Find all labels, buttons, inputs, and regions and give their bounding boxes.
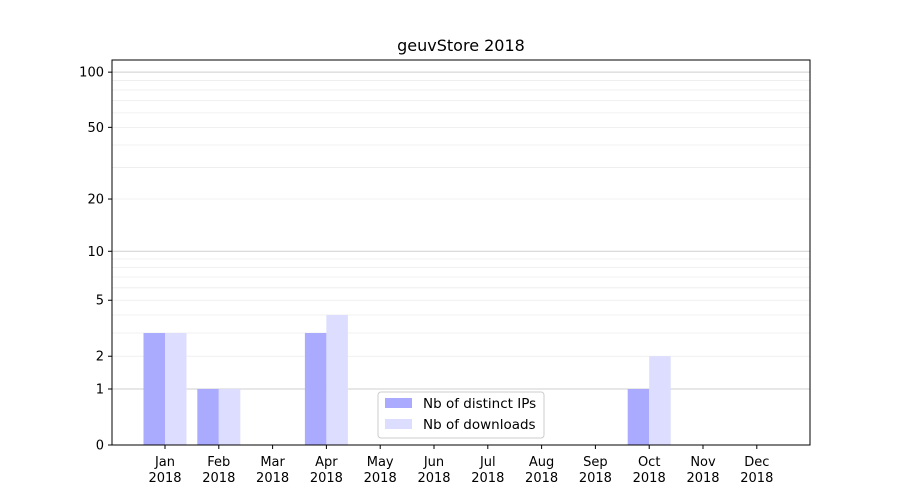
legend-box xyxy=(377,391,545,439)
x-tick-label-month: Oct xyxy=(638,455,660,470)
x-tick-label-month: Dec xyxy=(744,455,769,470)
legend-swatch xyxy=(385,419,412,429)
legend-swatch xyxy=(385,398,412,408)
x-tick-label-year: 2018 xyxy=(256,471,289,486)
x-tick-label-year: 2018 xyxy=(310,471,343,486)
x-tick-label-month: Mar xyxy=(260,455,285,470)
x-tick-label-year: 2018 xyxy=(148,471,181,486)
x-tick-label-month: Jun xyxy=(423,455,444,470)
bar-downloads xyxy=(165,333,187,445)
x-tick-label-year: 2018 xyxy=(525,471,558,486)
x-tick-label-month: Sep xyxy=(583,455,608,470)
bar-downloads xyxy=(649,356,671,445)
y-tick-label: 5 xyxy=(96,294,104,309)
y-tick-label: 100 xyxy=(79,66,104,81)
x-tick-label-year: 2018 xyxy=(740,471,773,486)
bar-downloads xyxy=(218,389,241,445)
x-tick-label-month: Feb xyxy=(207,455,230,470)
legend-label: Nb of distinct IPs xyxy=(423,396,536,412)
plot-frame xyxy=(111,59,811,446)
x-tick-label-year: 2018 xyxy=(633,471,666,486)
x-axis: Jan2018Feb2018Mar2018Apr2018May2018Jun20… xyxy=(148,445,773,486)
legend-label: Nb of downloads xyxy=(423,417,536,433)
y-tick-label: 0 xyxy=(96,439,104,454)
y-tick-label: 1 xyxy=(96,383,104,398)
x-tick-label-year: 2018 xyxy=(471,471,504,486)
x-tick-label-month: Jan xyxy=(154,455,175,470)
legend: Nb of distinct IPs Nb of downloads xyxy=(377,391,545,439)
bar-distinct-ips xyxy=(627,389,650,445)
bar-distinct-ips xyxy=(304,333,327,445)
y-tick-label: 50 xyxy=(87,121,104,136)
y-tick-label: 2 xyxy=(96,350,104,365)
x-tick-label-year: 2018 xyxy=(686,471,719,486)
x-tick-label-year: 2018 xyxy=(202,471,235,486)
bar-distinct-ips xyxy=(143,333,165,445)
y-tick-label: 10 xyxy=(87,245,104,260)
x-tick-label-year: 2018 xyxy=(364,471,397,486)
bar-downloads xyxy=(326,314,348,445)
grid-lines xyxy=(112,71,810,390)
y-axis: 0 1 2 5 10 20 50 100 xyxy=(79,66,112,454)
bar-distinct-ips xyxy=(197,389,219,445)
y-tick-label: 20 xyxy=(87,193,104,208)
chart-title: geuvStore 2018 xyxy=(397,36,525,55)
x-tick-label-month: May xyxy=(367,455,394,470)
x-tick-label-month: Aug xyxy=(529,455,554,470)
x-tick-label-year: 2018 xyxy=(417,471,450,486)
x-tick-label-month: Jul xyxy=(479,455,496,470)
bars xyxy=(143,314,671,445)
x-tick-label-year: 2018 xyxy=(579,471,612,486)
x-tick-label-month: Nov xyxy=(690,455,716,470)
x-tick-label-month: Apr xyxy=(315,455,338,470)
